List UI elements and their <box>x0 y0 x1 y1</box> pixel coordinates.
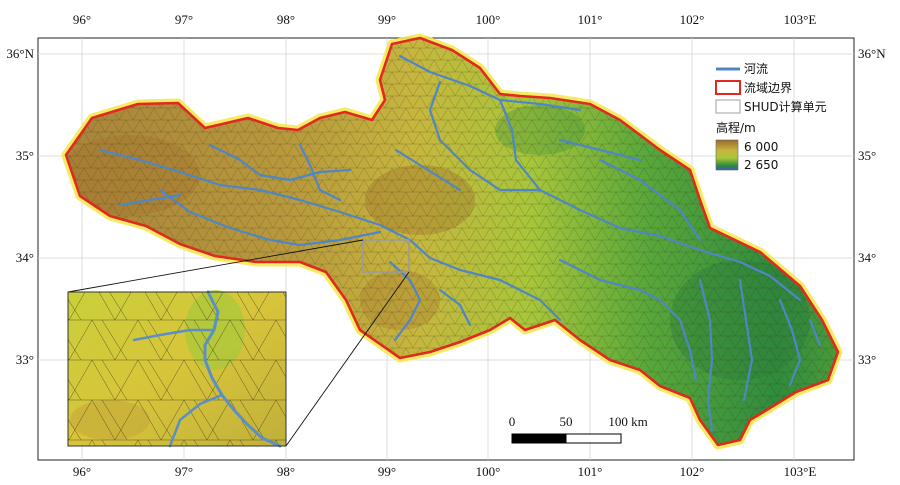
lon-label: 96° <box>73 12 91 27</box>
lon-label: 102° <box>680 464 705 479</box>
river-branch <box>438 288 472 327</box>
lat-label: 34° <box>16 250 34 265</box>
lon-label: 99° <box>378 464 396 479</box>
zoom-box <box>362 239 410 273</box>
lat-label: 33° <box>858 352 876 367</box>
bottom-longitude-labels: 96° 97° 98° 99° 100° 101° 102° 103°E <box>73 464 816 479</box>
lat-label: 36°N <box>6 46 34 61</box>
lat-label: 35° <box>858 148 876 163</box>
scale-label-0: 0 <box>509 414 516 429</box>
lat-label: 34° <box>858 250 876 265</box>
lon-label: 101° <box>578 464 603 479</box>
inset-river-tributary <box>168 393 224 448</box>
river-branch <box>808 318 822 347</box>
elevation-color-ramp <box>715 139 739 171</box>
river-branch <box>208 143 352 182</box>
zoom-indicator <box>67 239 410 447</box>
mesh-legend-symbol <box>715 99 741 114</box>
river-branch <box>598 158 702 242</box>
river-branch <box>428 80 542 192</box>
river-branch <box>778 298 802 387</box>
legend-elevation-title: 高程/m <box>716 120 756 135</box>
legend-mesh-label: SHUD计算单元 <box>744 99 827 114</box>
river-branch <box>498 98 582 112</box>
scale-segment-black <box>511 433 567 444</box>
lon-label: 101° <box>578 12 603 27</box>
river-branch <box>658 298 698 382</box>
map-legend: 河流 流域边界 SHUD计算单元 高程/m 6 000 2 650 <box>715 62 827 172</box>
scale-bar: 0 50 100 km <box>509 414 648 444</box>
river-network <box>98 54 822 432</box>
inset-river-tributary <box>132 328 216 342</box>
lon-label: 100° <box>476 12 501 27</box>
river-branch <box>98 148 562 322</box>
lon-label: 98° <box>277 464 295 479</box>
lon-label: 103°E <box>784 464 817 479</box>
inset-detail <box>67 290 287 448</box>
lon-label: 103°E <box>784 12 817 27</box>
river-branch <box>558 258 662 302</box>
legend-elev-high: 6 000 <box>744 140 778 154</box>
river-branch <box>118 193 182 207</box>
legend-elev-low: 2 650 <box>744 158 778 172</box>
lat-label: 36°N <box>858 46 886 61</box>
boundary-legend-symbol <box>715 80 741 95</box>
river-branch <box>158 188 382 247</box>
lon-label: 96° <box>73 464 91 479</box>
scale-label-100: 100 km <box>608 414 647 429</box>
river-branch <box>558 138 642 162</box>
lat-label: 35° <box>16 148 34 163</box>
lon-label: 100° <box>476 464 501 479</box>
lon-label: 99° <box>378 12 396 27</box>
river-branch <box>394 148 462 192</box>
lat-label: 33° <box>16 352 34 367</box>
legend-river-label: 河流 <box>744 62 768 76</box>
lon-label: 97° <box>175 12 193 27</box>
river-branch <box>298 143 342 202</box>
left-latitude-labels: 36°N 35° 34° 33° <box>6 46 34 367</box>
river-branch <box>698 278 714 432</box>
main-river <box>398 54 802 302</box>
lon-label: 98° <box>277 12 295 27</box>
inset-mesh <box>68 292 286 446</box>
legend-boundary-label: 流域边界 <box>744 81 792 95</box>
inset-river <box>203 290 282 448</box>
right-latitude-labels: 36°N 35° 34° 33° <box>858 46 886 367</box>
river-branch <box>388 260 422 342</box>
scale-segment-white <box>565 433 622 444</box>
river-branch <box>738 278 754 402</box>
basin-boundary <box>64 36 840 447</box>
lon-label: 102° <box>680 12 705 27</box>
scale-label-50: 50 <box>560 414 573 429</box>
lon-label: 97° <box>175 464 193 479</box>
top-longitude-labels: 96° 97° 98° 99° 100° 101° 102° 103°E <box>73 12 816 27</box>
